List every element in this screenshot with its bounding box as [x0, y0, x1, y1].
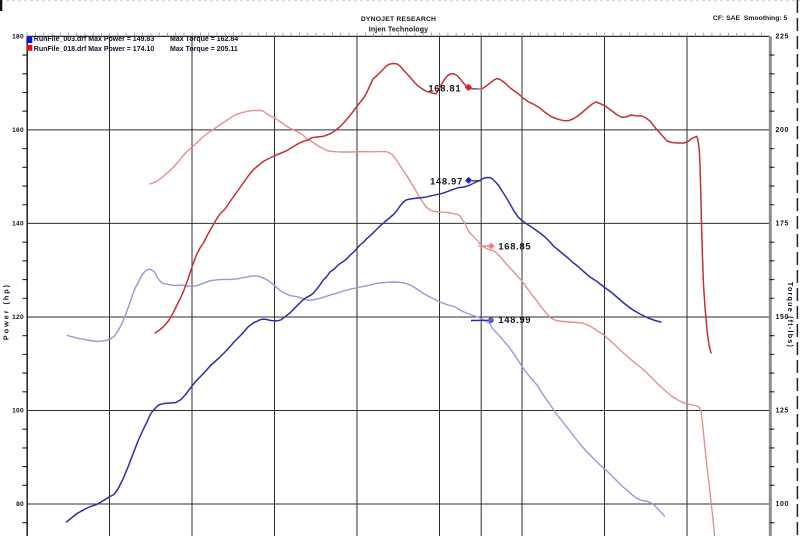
svg-text:DYNOJET RESEARCH: DYNOJET RESEARCH [361, 16, 436, 23]
svg-text:148.99: 148.99 [498, 315, 531, 325]
svg-text:160: 160 [12, 127, 24, 134]
svg-text:148.97: 148.97 [430, 176, 463, 186]
svg-text:Injen Technology: Injen Technology [369, 25, 428, 33]
svg-text:Max Torque = 205.11: Max Torque = 205.11 [170, 46, 238, 53]
svg-text:CF: SAE Smoothing: 5: CF: SAE Smoothing: 5 [713, 15, 788, 22]
svg-text:RunFile_018.drf Max Power = 17: RunFile_018.drf Max Power = 174.10 [34, 46, 155, 53]
svg-text:125: 125 [776, 408, 789, 415]
svg-text:100: 100 [776, 501, 789, 508]
svg-text:175: 175 [776, 221, 789, 228]
svg-text:100: 100 [12, 408, 24, 415]
svg-text:180: 180 [12, 34, 24, 41]
svg-text:RunFile_003.drf Max Power = 14: RunFile_003.drf Max Power = 149.83 [34, 36, 155, 43]
svg-text:168.81: 168.81 [428, 83, 461, 93]
svg-text:80: 80 [16, 501, 24, 508]
svg-text:225: 225 [776, 34, 789, 41]
svg-text:200: 200 [776, 127, 789, 134]
svg-text:Max Torque = 162.84: Max Torque = 162.84 [170, 36, 238, 43]
svg-text:Power (hp): Power (hp) [2, 283, 11, 340]
svg-text:120: 120 [12, 314, 24, 321]
svg-text:168.85: 168.85 [498, 242, 531, 252]
svg-text:Torque (ft-lbs): Torque (ft-lbs) [786, 282, 795, 348]
svg-text:140: 140 [12, 221, 24, 228]
